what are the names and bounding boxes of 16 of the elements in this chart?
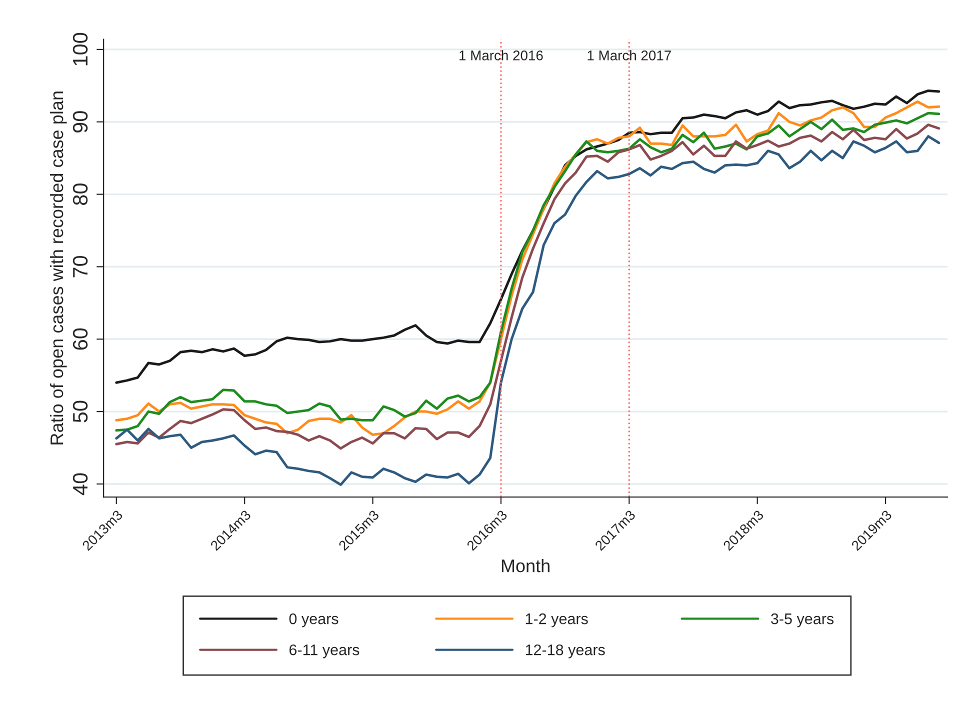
y-tick-label: 80 [72,184,88,205]
y-tick-label: 50 [72,400,88,422]
y-axis-title: Ratio of open cases with recorded case plan [50,92,67,444]
legend-label: 6-11 years [289,644,360,658]
ref-line-label: 1 March 2016 [460,50,543,60]
legend-label: 1-2 years [526,613,588,628]
y-tick-label: 60 [72,328,88,350]
y-tick-label: 40 [72,473,88,496]
y-tick-label: 100 [72,32,88,66]
y-tick-label: 90 [72,111,88,132]
ref-line-label: 1 March 2017 [588,50,671,60]
y-tick-label: 70 [72,256,88,278]
legend-label: 12-18 years [526,644,605,658]
legend-label: 3-5 years [771,613,834,628]
legend-label: 0 years [289,613,338,628]
x-axis-title: Month [502,559,550,572]
